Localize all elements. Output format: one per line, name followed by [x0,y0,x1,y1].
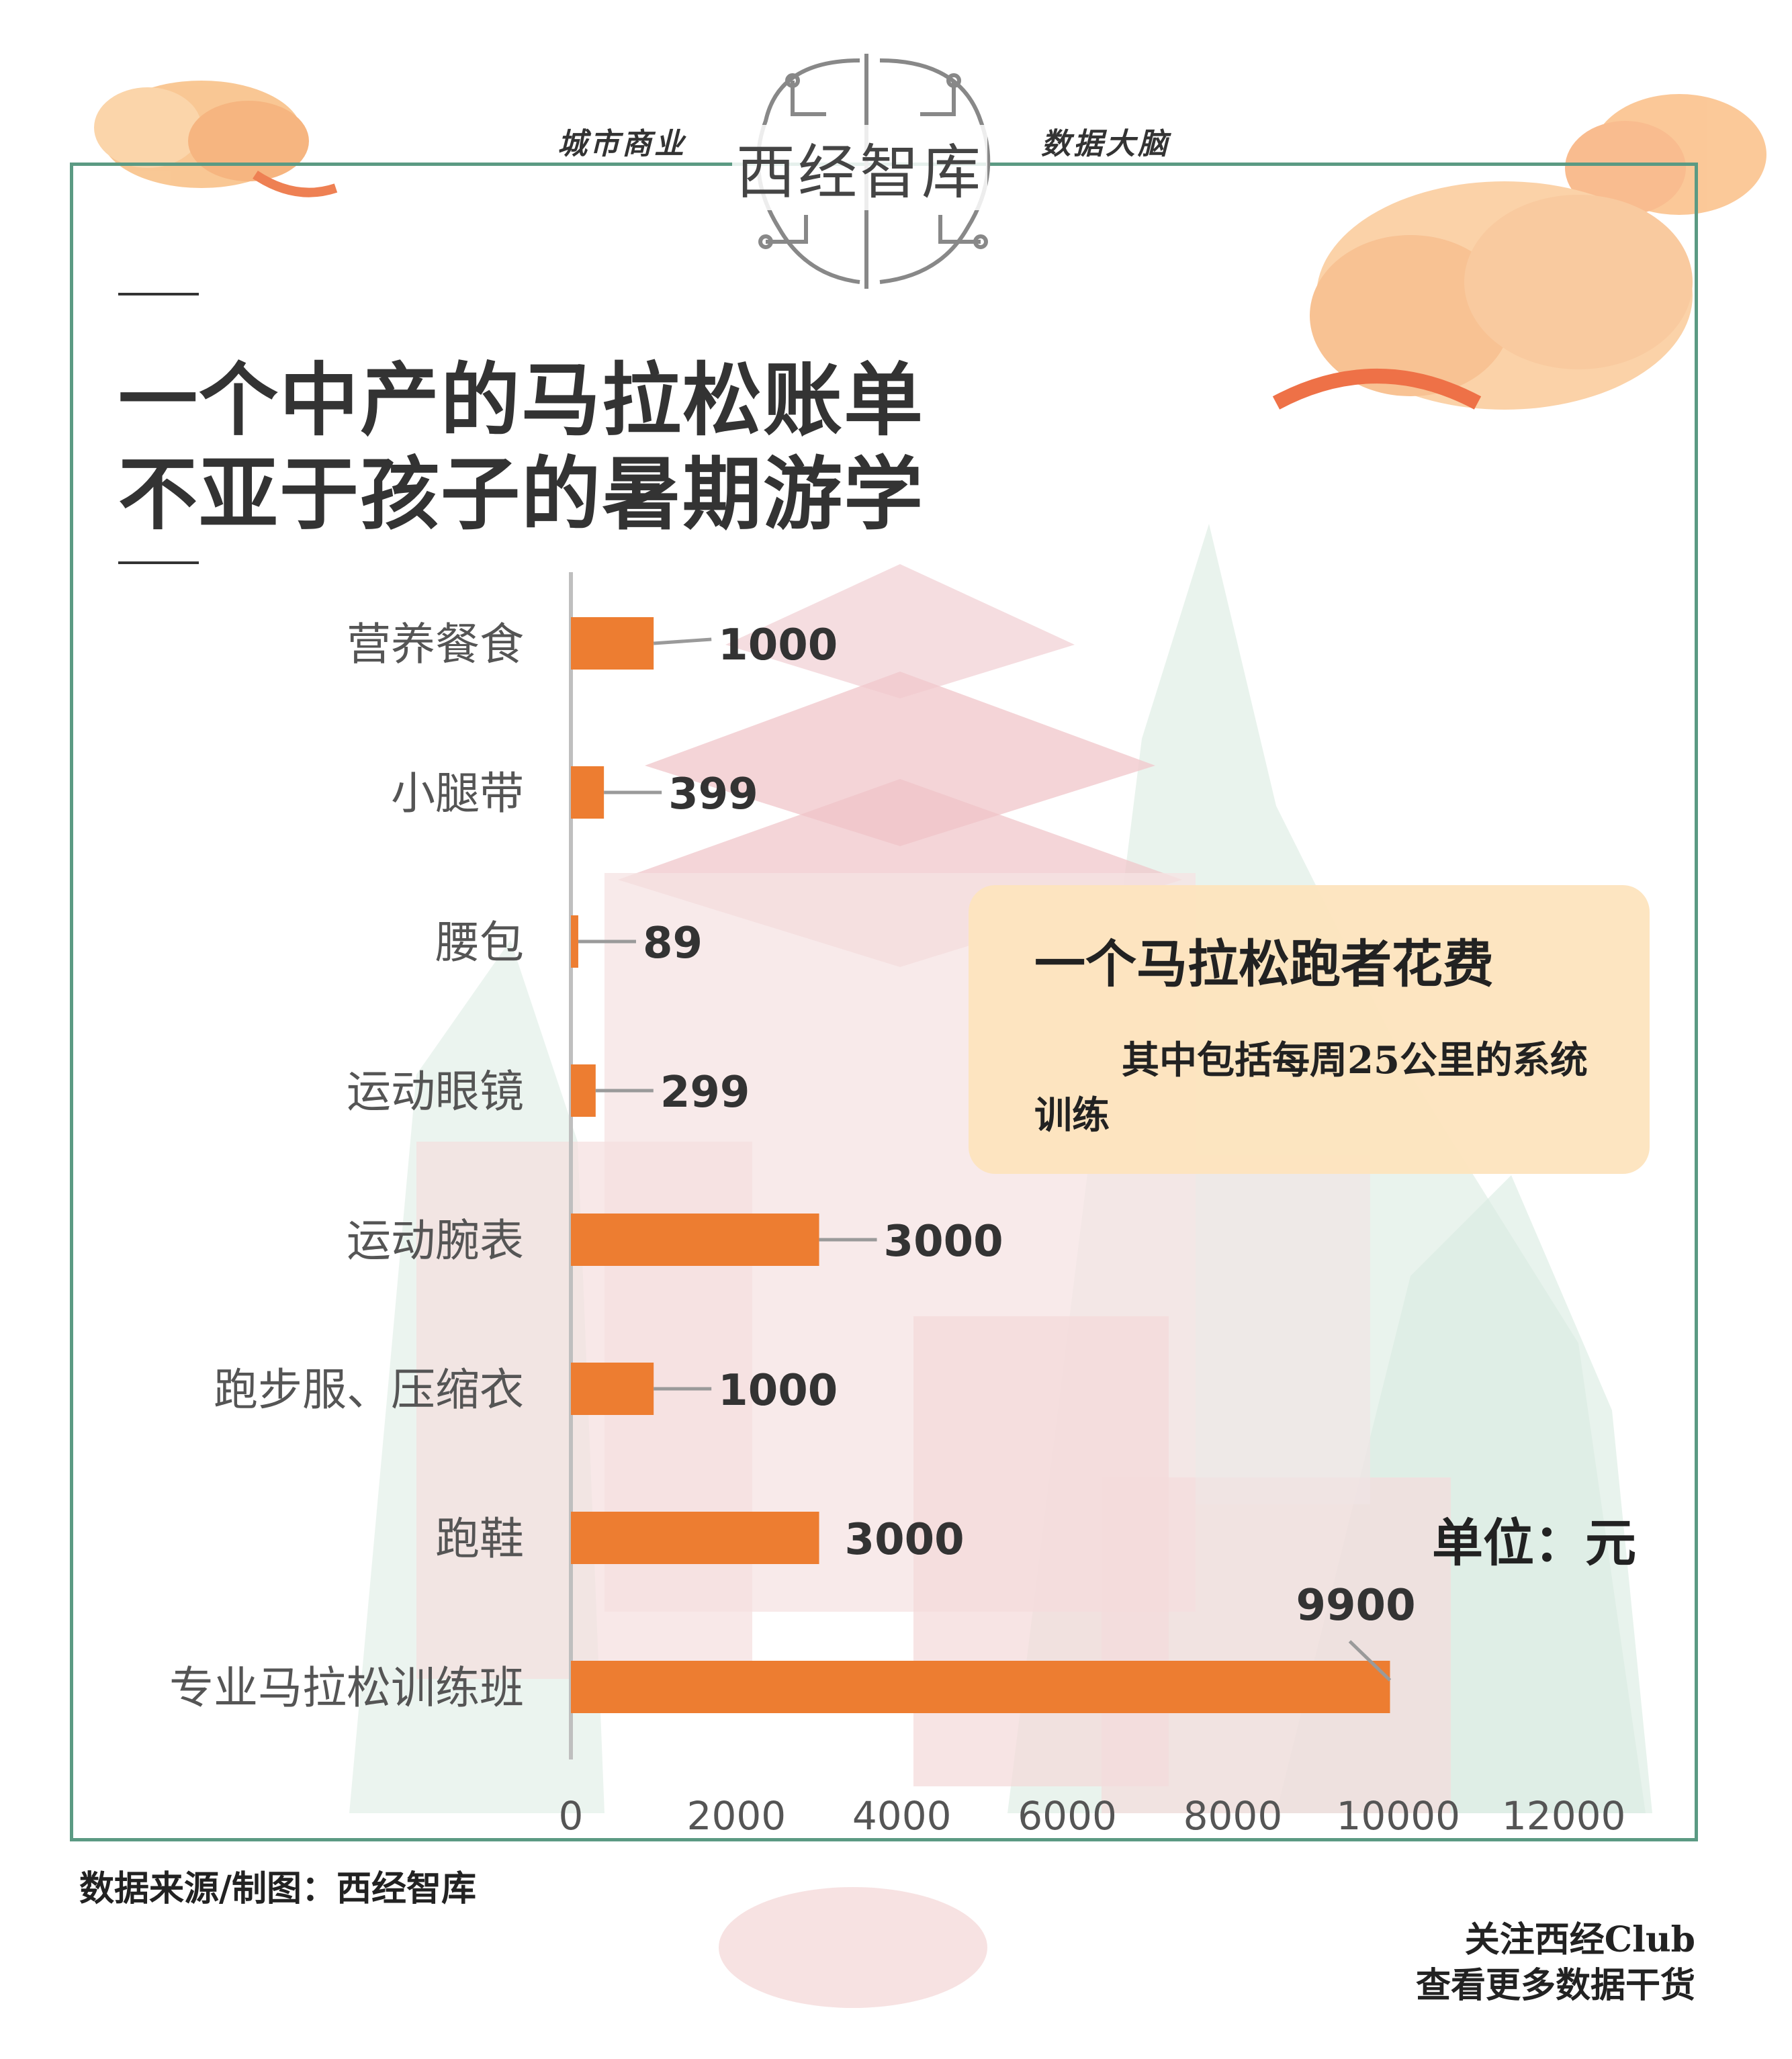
x-tick-label: 4000 [852,1793,952,1839]
category-label: 跑鞋 [435,1513,524,1565]
value-label: 1000 [718,1366,838,1416]
value-label: 1000 [718,621,838,670]
value-label: 3000 [845,1515,965,1565]
value-label: 399 [668,770,758,819]
bar [571,1661,1390,1713]
x-tick-label: 2000 [687,1793,787,1839]
x-tick-label: 0 [559,1793,584,1839]
footer-follow-line1: 关注西经Club [1464,1919,1695,1960]
title-dash-bottom [118,561,199,564]
chart-title-line2: 不亚于孩子的暑期游学 [118,447,925,541]
city-block [1102,1477,1451,1813]
category-label: 腰包 [435,917,524,968]
bar [571,1363,654,1415]
value-label: 3000 [884,1217,1003,1267]
city-base [719,1887,987,2008]
cloud-decoration [1272,94,1766,410]
header-tag-left: 城市商业 [551,120,693,163]
bar [571,1064,596,1117]
category-label: 专业马拉松训练班 [169,1662,524,1714]
x-tick-label: 12000 [1502,1793,1626,1839]
pagoda-roof [645,672,1155,846]
leader-line [1348,1640,1392,1682]
city-block [1196,1155,1370,1504]
callout-title: 一个马拉松跑者花费 [1034,934,1494,994]
category-label: 运动腕表 [347,1215,524,1267]
brand-logo: 西经智库 [732,125,988,210]
bar [571,766,604,819]
footer-follow-line2: 查看更多数据干货 [1415,1965,1695,2006]
x-tick-label: 6000 [1018,1793,1117,1839]
callout-body: 其中包括每周25公里的系统训练 [1034,1038,1588,1138]
chart-title-line1: 一个中产的马拉松账单 [118,353,925,447]
bar [571,915,578,968]
pagoda-roof [725,564,1075,698]
cloud-decoration [94,81,338,197]
value-label: 89 [643,919,703,968]
header-tag-right: 数据大脑 [1034,120,1177,163]
value-label: 9900 [1296,1581,1415,1631]
title-dash-top [118,293,199,295]
x-tick-label: 10000 [1337,1793,1461,1839]
unit-label: 单位：元 [1432,1513,1636,1573]
bar [571,1512,819,1564]
leader-line [654,637,712,645]
category-label: 运动眼镜 [347,1066,524,1117]
source-note: 数据来源/制图：西经智库 [79,1868,476,1909]
category-label: 跑步服、压缩衣 [214,1364,524,1416]
category-label: 营养餐食 [347,619,524,670]
callout-box: 一个马拉松跑者花费 其中包括每周25公里的系统训练 [969,885,1650,1174]
x-tick-label: 8000 [1183,1793,1283,1839]
bar [571,1214,819,1266]
bar [571,617,654,670]
category-label: 小腿带 [391,768,524,819]
value-label: 299 [660,1068,750,1117]
